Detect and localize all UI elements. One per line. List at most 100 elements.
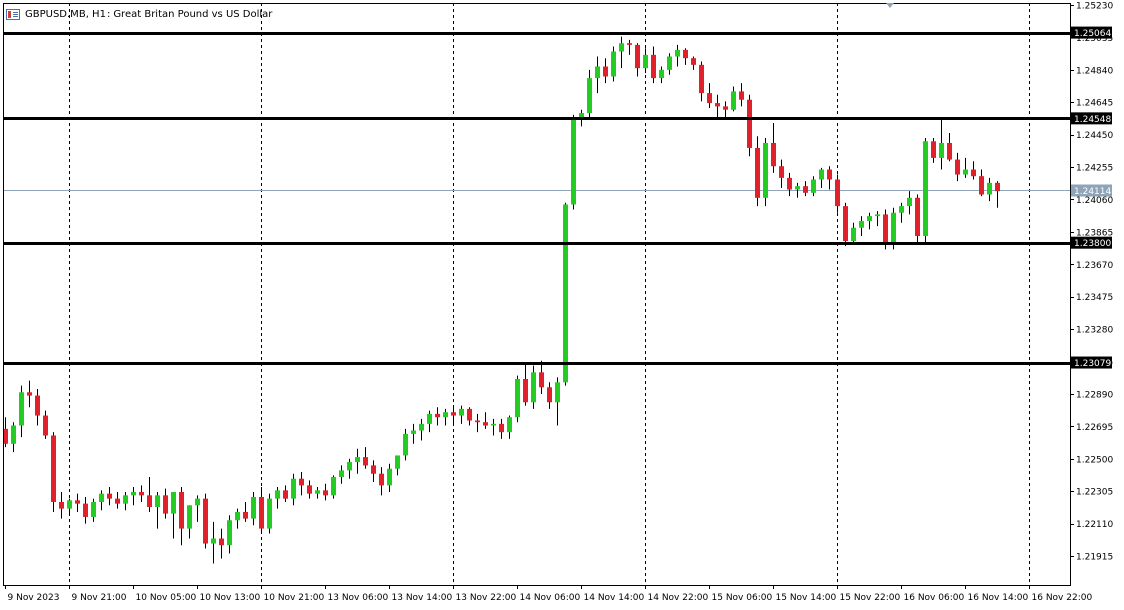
candle xyxy=(971,161,976,180)
candle xyxy=(147,477,152,512)
candle xyxy=(451,407,456,424)
x-tick-label: 16 Nov 22:00 xyxy=(1032,593,1093,603)
y-tick-label: 1.22110 xyxy=(1076,520,1113,530)
x-tick-label: 14 Nov 06:00 xyxy=(520,593,581,603)
x-tick-label: 10 Nov 05:00 xyxy=(136,593,197,603)
candle-body xyxy=(323,490,328,496)
candle-body xyxy=(67,500,72,509)
candle-body xyxy=(395,455,400,469)
candle-body xyxy=(235,511,240,521)
candle-body xyxy=(123,495,128,504)
symbol-name: GBPUSD.MB xyxy=(25,8,86,20)
x-tick-label: 16 Nov 06:00 xyxy=(904,593,965,603)
chart-window-icon xyxy=(6,8,20,20)
candle xyxy=(587,69,592,119)
candle-body xyxy=(427,413,432,424)
candle-body xyxy=(915,197,920,237)
candle xyxy=(611,46,616,82)
candle xyxy=(339,465,344,484)
candle xyxy=(243,501,248,522)
candle-body xyxy=(627,43,632,45)
candle-body xyxy=(819,169,824,180)
candle xyxy=(75,493,80,512)
timeframe: H1 xyxy=(92,8,106,20)
level-price-label: 1.23079 xyxy=(1074,359,1111,369)
candle xyxy=(187,505,192,539)
candle-body xyxy=(355,457,360,463)
candle xyxy=(923,137,928,243)
candle-body xyxy=(691,58,696,65)
candle-body xyxy=(243,511,248,519)
candle xyxy=(211,521,216,564)
candle-body xyxy=(619,43,624,52)
candle xyxy=(843,202,848,247)
candle xyxy=(131,487,136,506)
candle xyxy=(219,528,224,559)
candle-body xyxy=(291,478,296,499)
candle xyxy=(355,448,360,474)
candle xyxy=(779,159,784,188)
level-price-label-bg xyxy=(1071,236,1112,249)
candle xyxy=(667,53,672,75)
x-tick-label: 14 Nov 14:00 xyxy=(584,593,645,603)
x-tick-label: 15 Nov 06:00 xyxy=(712,593,773,603)
x-tick-label: 13 Nov 22:00 xyxy=(456,593,517,603)
candle xyxy=(251,492,256,526)
candle xyxy=(123,492,128,511)
candle xyxy=(235,508,240,529)
candle-body xyxy=(435,413,440,418)
candle xyxy=(475,413,480,433)
y-tick-label: 1.22890 xyxy=(1076,390,1113,400)
candle xyxy=(507,415,512,439)
candle-body xyxy=(547,387,552,403)
candle xyxy=(435,407,440,426)
candle xyxy=(875,211,880,227)
candle-body xyxy=(755,147,760,198)
candle xyxy=(955,152,960,182)
candle xyxy=(19,385,24,438)
candle-body xyxy=(75,500,80,504)
y-tick-label: 1.24840 xyxy=(1076,66,1113,76)
candle xyxy=(491,418,496,436)
candle-body xyxy=(899,206,904,213)
candle-body xyxy=(667,56,672,70)
candle xyxy=(763,137,768,207)
candle-body xyxy=(603,66,608,77)
candle xyxy=(915,194,920,243)
candle xyxy=(347,458,352,479)
candle xyxy=(115,492,120,509)
candle xyxy=(467,407,472,426)
candle-body xyxy=(891,212,896,245)
x-tick-label: 15 Nov 22:00 xyxy=(840,593,901,603)
candle xyxy=(35,388,40,426)
candle xyxy=(899,202,904,223)
candle-body xyxy=(995,182,1000,192)
candle-body xyxy=(715,103,720,107)
candle xyxy=(939,118,944,170)
candle-body xyxy=(107,493,112,499)
candle-body xyxy=(419,423,424,431)
candle-body xyxy=(443,412,448,418)
candle xyxy=(3,417,8,448)
candle-body xyxy=(859,221,864,228)
candle xyxy=(563,202,568,386)
candle xyxy=(811,176,816,197)
candle xyxy=(99,490,104,511)
candle xyxy=(555,377,560,426)
candle-body xyxy=(195,498,200,506)
candle-body xyxy=(371,465,376,474)
candle-body xyxy=(651,54,656,79)
candle-body xyxy=(139,492,144,496)
candle-body xyxy=(459,408,464,416)
bid-price-label: 1.24114 xyxy=(1074,187,1111,197)
candle xyxy=(515,375,520,423)
y-tick-label: 1.24450 xyxy=(1076,131,1113,141)
y-tick-label: 1.22695 xyxy=(1076,423,1113,433)
candle-body xyxy=(707,93,712,104)
x-tick-label: 9 Nov 2023 xyxy=(8,593,60,603)
candle-body xyxy=(179,492,184,529)
candle-body xyxy=(987,182,992,195)
candle xyxy=(427,410,432,433)
